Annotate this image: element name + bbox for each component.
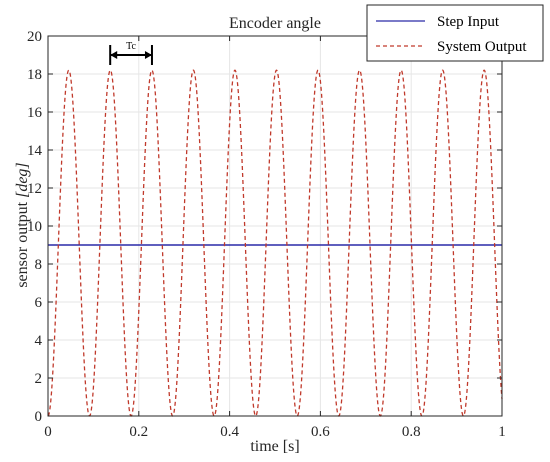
period-annotation: Tc <box>109 41 153 65</box>
y-tick-label: 6 <box>35 295 43 311</box>
legend-label-system-output: System Output <box>437 39 527 55</box>
y-tick-label: 18 <box>27 67 42 83</box>
grid <box>47 35 503 417</box>
y-tick-label: 0 <box>35 409 43 425</box>
y-axis-label: sensor output [deg] <box>14 162 31 287</box>
y-tick-label: 2 <box>35 371 43 387</box>
y-axis-label-text: sensor output <box>14 198 31 288</box>
x-tick-label: 0.8 <box>402 424 421 440</box>
tc-left-arrowhead <box>110 51 118 59</box>
y-tick-label: 8 <box>35 257 43 273</box>
y-tick-label: 20 <box>27 29 42 45</box>
legend: Step Input System Output <box>366 4 544 62</box>
y-tick-label: 12 <box>27 181 42 197</box>
x-tick-label: 0.6 <box>311 424 330 440</box>
tc-right-arrowhead <box>144 51 152 59</box>
tc-label: Tc <box>126 41 136 52</box>
x-tick-label: 0.2 <box>129 424 148 440</box>
legend-box <box>366 4 544 62</box>
legend-label-step-input: Step Input <box>437 14 500 30</box>
x-tick-label: 0 <box>44 424 52 440</box>
y-tick-label: 14 <box>27 143 43 159</box>
x-tick-label: 0.4 <box>220 424 239 440</box>
chart-title: Encoder angle <box>229 15 321 32</box>
x-axis-label: time [s] <box>250 438 299 455</box>
x-tick-label: 1 <box>498 424 506 440</box>
series-layer <box>47 69 503 417</box>
y-tick-label: 10 <box>27 219 42 235</box>
y-axis-label-unit: [deg] <box>14 162 31 198</box>
series-system-output-line <box>47 69 503 417</box>
y-tick-label: 4 <box>35 333 43 349</box>
y-tick-label: 16 <box>27 105 43 121</box>
